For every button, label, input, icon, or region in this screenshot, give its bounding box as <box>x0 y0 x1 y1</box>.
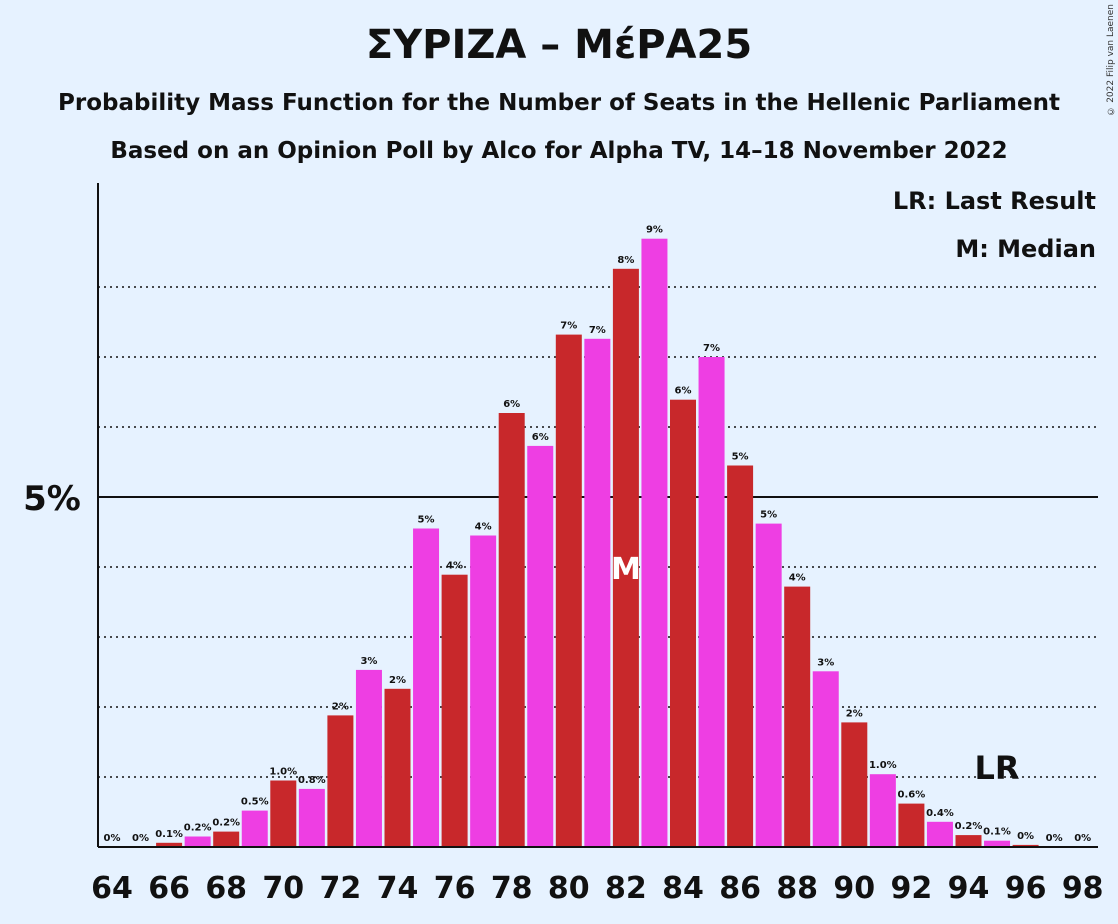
legend-entry: M: Median <box>955 235 1096 263</box>
bar-label-92: 0.6% <box>898 790 926 801</box>
bar-label-90: 2% <box>846 708 863 719</box>
bar-label-82: 8% <box>617 255 634 266</box>
bar-label-86: 5% <box>732 452 749 463</box>
bar-label-75: 5% <box>418 515 435 526</box>
bar-77 <box>470 535 497 847</box>
x-tick-label: 90 <box>833 871 875 906</box>
bar-label-73: 3% <box>360 656 377 667</box>
x-tick-label: 74 <box>377 871 419 906</box>
bar-72 <box>327 715 354 847</box>
bar-95 <box>984 840 1011 847</box>
x-tick-label: 66 <box>148 871 190 906</box>
bar-label-77: 4% <box>475 522 492 533</box>
y-tick-label: 5% <box>23 479 81 519</box>
bar-label-96: 0% <box>1017 831 1034 842</box>
x-tick-label: 84 <box>662 871 704 906</box>
bar-label-71: 0.8% <box>298 775 326 786</box>
bar-66 <box>156 842 183 847</box>
last-result-marker: LR <box>975 749 1020 787</box>
bar-label-87: 5% <box>760 510 777 521</box>
bar-85 <box>698 357 725 847</box>
bar-80 <box>555 334 582 848</box>
x-tick-label: 98 <box>1062 871 1104 906</box>
bar-label-65: 0% <box>132 833 149 844</box>
bar-82 <box>612 268 639 847</box>
bar-88 <box>784 586 811 847</box>
bar-label-68: 0.2% <box>212 818 240 829</box>
bar-91 <box>869 774 896 847</box>
bar-label-69: 0.5% <box>241 797 269 808</box>
bar-96 <box>1012 844 1039 847</box>
x-tick-label: 70 <box>262 871 304 906</box>
bar-67 <box>184 836 211 847</box>
bar-label-64: 0% <box>104 833 121 844</box>
bar-79 <box>527 445 554 847</box>
x-tick-label: 88 <box>776 871 818 906</box>
bar-label-80: 7% <box>560 321 577 332</box>
bar-label-81: 7% <box>589 325 606 336</box>
bar-label-85: 7% <box>703 343 720 354</box>
bar-value-labels: 0% 0% 0.1%0.2% 0.2%0.5%1.0%0.8%2%3%2%5%4%4%… <box>104 225 1092 844</box>
median-marker: M <box>611 552 641 587</box>
bar-label-78: 6% <box>503 399 520 410</box>
bar-label-76: 4% <box>446 561 463 572</box>
bar-label-74: 2% <box>389 675 406 686</box>
bar-93 <box>926 821 953 847</box>
bar-75 <box>413 528 440 847</box>
chart-subtitle: Probability Mass Function for the Number… <box>58 90 1060 116</box>
x-tick-label: 94 <box>948 871 990 906</box>
bar-87 <box>755 523 782 847</box>
bar-label-83: 9% <box>646 225 663 236</box>
bar-label-95: 0.1% <box>983 827 1011 838</box>
bar-89 <box>812 671 839 847</box>
x-tick-label: 96 <box>1005 871 1047 906</box>
bar-90 <box>841 722 868 847</box>
x-tick-label: 76 <box>434 871 476 906</box>
bar-label-94: 0.2% <box>955 821 983 832</box>
bar-71 <box>298 788 325 847</box>
bar-label-67: 0.2% <box>184 823 212 834</box>
x-tick-label: 72 <box>320 871 362 906</box>
bar-76 <box>441 574 468 847</box>
bar-label-79: 6% <box>532 432 549 443</box>
bar-label-91: 1.0% <box>869 760 897 771</box>
bar-83 <box>641 238 668 847</box>
bar-70 <box>270 780 297 847</box>
bar-86 <box>727 465 754 847</box>
x-tick-label: 78 <box>491 871 533 906</box>
bar-73 <box>355 669 382 847</box>
bar-92 <box>898 803 925 847</box>
bar-label-70: 1.0% <box>269 767 297 778</box>
x-tick-label: 92 <box>891 871 933 906</box>
x-tick-label: 64 <box>91 871 133 906</box>
bar-69 <box>241 810 268 847</box>
bar-label-97: 0% <box>1046 833 1063 844</box>
axes: 5% <box>23 183 1098 848</box>
bar-94 <box>955 835 982 847</box>
bar-label-88: 4% <box>789 573 806 584</box>
bar-78 <box>498 413 525 847</box>
x-tick-label: 82 <box>605 871 647 906</box>
bar-label-98: 0% <box>1074 833 1091 844</box>
chart-subtitle-poll: Based on an Opinion Poll by Alco for Alp… <box>110 138 1008 164</box>
bar-label-66: 0.1% <box>155 829 183 840</box>
x-tick-labels: 64 66 68 70 72 74 76 78 80 82 84 86 88 90 92 94 96 98 <box>91 871 1103 906</box>
bar-label-72: 2% <box>332 701 349 712</box>
legend-entry: LR: Last Result <box>893 187 1096 215</box>
bar-label-93: 0.4% <box>926 808 954 819</box>
bar-81 <box>584 338 611 847</box>
bar-label-89: 3% <box>817 657 834 668</box>
legend: LR: Last Result M: Median <box>893 187 1096 263</box>
x-tick-label: 80 <box>548 871 590 906</box>
bar-74 <box>384 688 411 847</box>
chart-title: ΣΥΡΙΖΑ – ΜέΡΑ25 <box>365 22 753 68</box>
bar-label-84: 6% <box>675 386 692 397</box>
x-tick-label: 86 <box>719 871 761 906</box>
bar-84 <box>670 399 696 847</box>
bars <box>156 238 1039 848</box>
bar-68 <box>213 831 240 847</box>
x-tick-label: 68 <box>205 871 247 906</box>
